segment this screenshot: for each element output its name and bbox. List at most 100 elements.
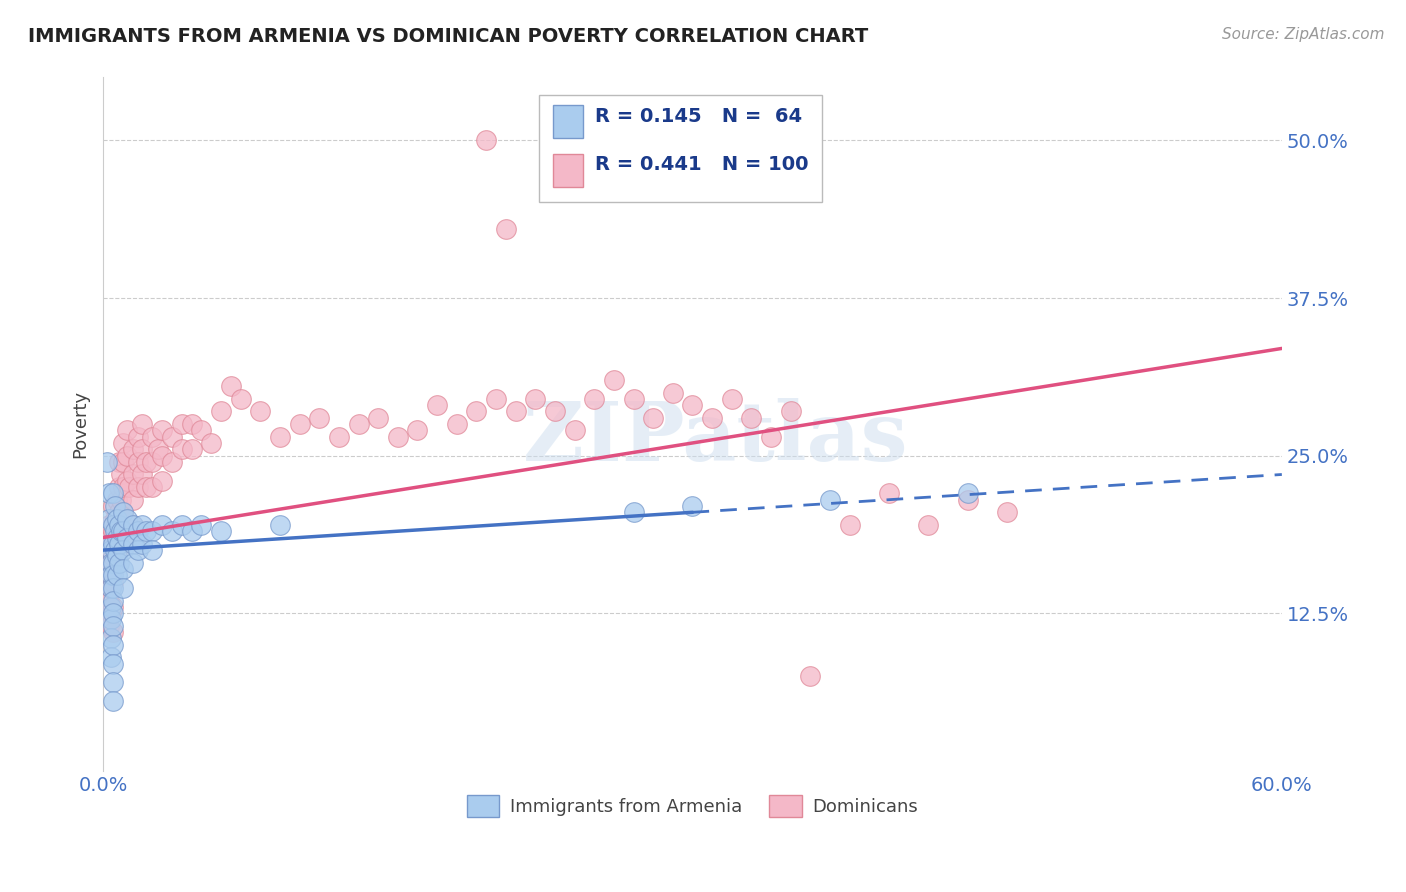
Point	[108, 480, 131, 494]
Text: ZIPatlas: ZIPatlas	[523, 398, 908, 478]
Point	[740, 410, 762, 425]
Point	[229, 392, 252, 406]
Point	[127, 430, 149, 444]
Point	[135, 480, 157, 494]
Point	[426, 398, 449, 412]
Point	[387, 430, 409, 444]
Point	[98, 619, 121, 633]
Point	[170, 517, 193, 532]
Point	[101, 638, 124, 652]
Point	[111, 562, 134, 576]
Point	[108, 455, 131, 469]
Y-axis label: Poverty: Poverty	[72, 390, 89, 458]
Point	[105, 517, 128, 532]
Point	[127, 543, 149, 558]
FancyBboxPatch shape	[554, 153, 583, 187]
Point	[98, 543, 121, 558]
Point	[105, 568, 128, 582]
Point	[108, 556, 131, 570]
Point	[131, 537, 153, 551]
Point	[877, 486, 900, 500]
Point	[495, 221, 517, 235]
Point	[956, 486, 979, 500]
Point	[96, 455, 118, 469]
Point	[308, 410, 330, 425]
Point	[101, 499, 124, 513]
Point	[564, 423, 586, 437]
Point	[111, 531, 134, 545]
Point	[643, 410, 665, 425]
Point	[917, 517, 939, 532]
Point	[100, 632, 122, 646]
Point	[121, 467, 143, 482]
Point	[100, 581, 122, 595]
Point	[111, 455, 134, 469]
Point	[101, 599, 124, 614]
Point	[100, 612, 122, 626]
Point	[115, 423, 138, 437]
Point	[98, 593, 121, 607]
Point	[108, 505, 131, 519]
Point	[190, 423, 212, 437]
Point	[98, 537, 121, 551]
Text: R = 0.441   N = 100: R = 0.441 N = 100	[595, 155, 808, 174]
Point	[170, 442, 193, 457]
Point	[209, 404, 232, 418]
Point	[180, 524, 202, 539]
Point	[180, 417, 202, 431]
Point	[105, 492, 128, 507]
Point	[623, 392, 645, 406]
Point	[101, 657, 124, 671]
Point	[190, 517, 212, 532]
Point	[105, 549, 128, 564]
Point	[101, 486, 124, 500]
Point	[180, 442, 202, 457]
Point	[150, 474, 173, 488]
Point	[170, 417, 193, 431]
Point	[121, 537, 143, 551]
Point	[115, 449, 138, 463]
Point	[956, 492, 979, 507]
Text: R = 0.145   N =  64: R = 0.145 N = 64	[595, 106, 801, 126]
Point	[121, 442, 143, 457]
Point	[100, 581, 122, 595]
Point	[219, 379, 242, 393]
Point	[108, 517, 131, 532]
Point	[131, 417, 153, 431]
Point	[141, 430, 163, 444]
Point	[98, 486, 121, 500]
Point	[100, 543, 122, 558]
Point	[995, 505, 1018, 519]
Point	[101, 537, 124, 551]
Point	[662, 385, 685, 400]
Point	[269, 517, 291, 532]
Point	[118, 480, 141, 494]
Point	[105, 543, 128, 558]
Point	[818, 492, 841, 507]
Point	[160, 430, 183, 444]
Point	[131, 442, 153, 457]
Point	[104, 499, 127, 513]
Point	[799, 669, 821, 683]
Point	[104, 524, 127, 539]
Point	[135, 524, 157, 539]
Point	[101, 556, 124, 570]
Point	[682, 398, 704, 412]
Point	[101, 517, 124, 532]
Point	[465, 404, 488, 418]
Point	[475, 133, 498, 147]
Point	[127, 455, 149, 469]
Point	[347, 417, 370, 431]
Text: IMMIGRANTS FROM ARMENIA VS DOMINICAN POVERTY CORRELATION CHART: IMMIGRANTS FROM ARMENIA VS DOMINICAN POV…	[28, 27, 869, 45]
Point	[110, 524, 132, 539]
Point	[111, 480, 134, 494]
Point	[101, 619, 124, 633]
Point	[406, 423, 429, 437]
Point	[160, 524, 183, 539]
Point	[115, 474, 138, 488]
Point	[367, 410, 389, 425]
Point	[100, 531, 122, 545]
Point	[135, 455, 157, 469]
Point	[121, 517, 143, 532]
Legend: Immigrants from Armenia, Dominicans: Immigrants from Armenia, Dominicans	[460, 788, 925, 824]
